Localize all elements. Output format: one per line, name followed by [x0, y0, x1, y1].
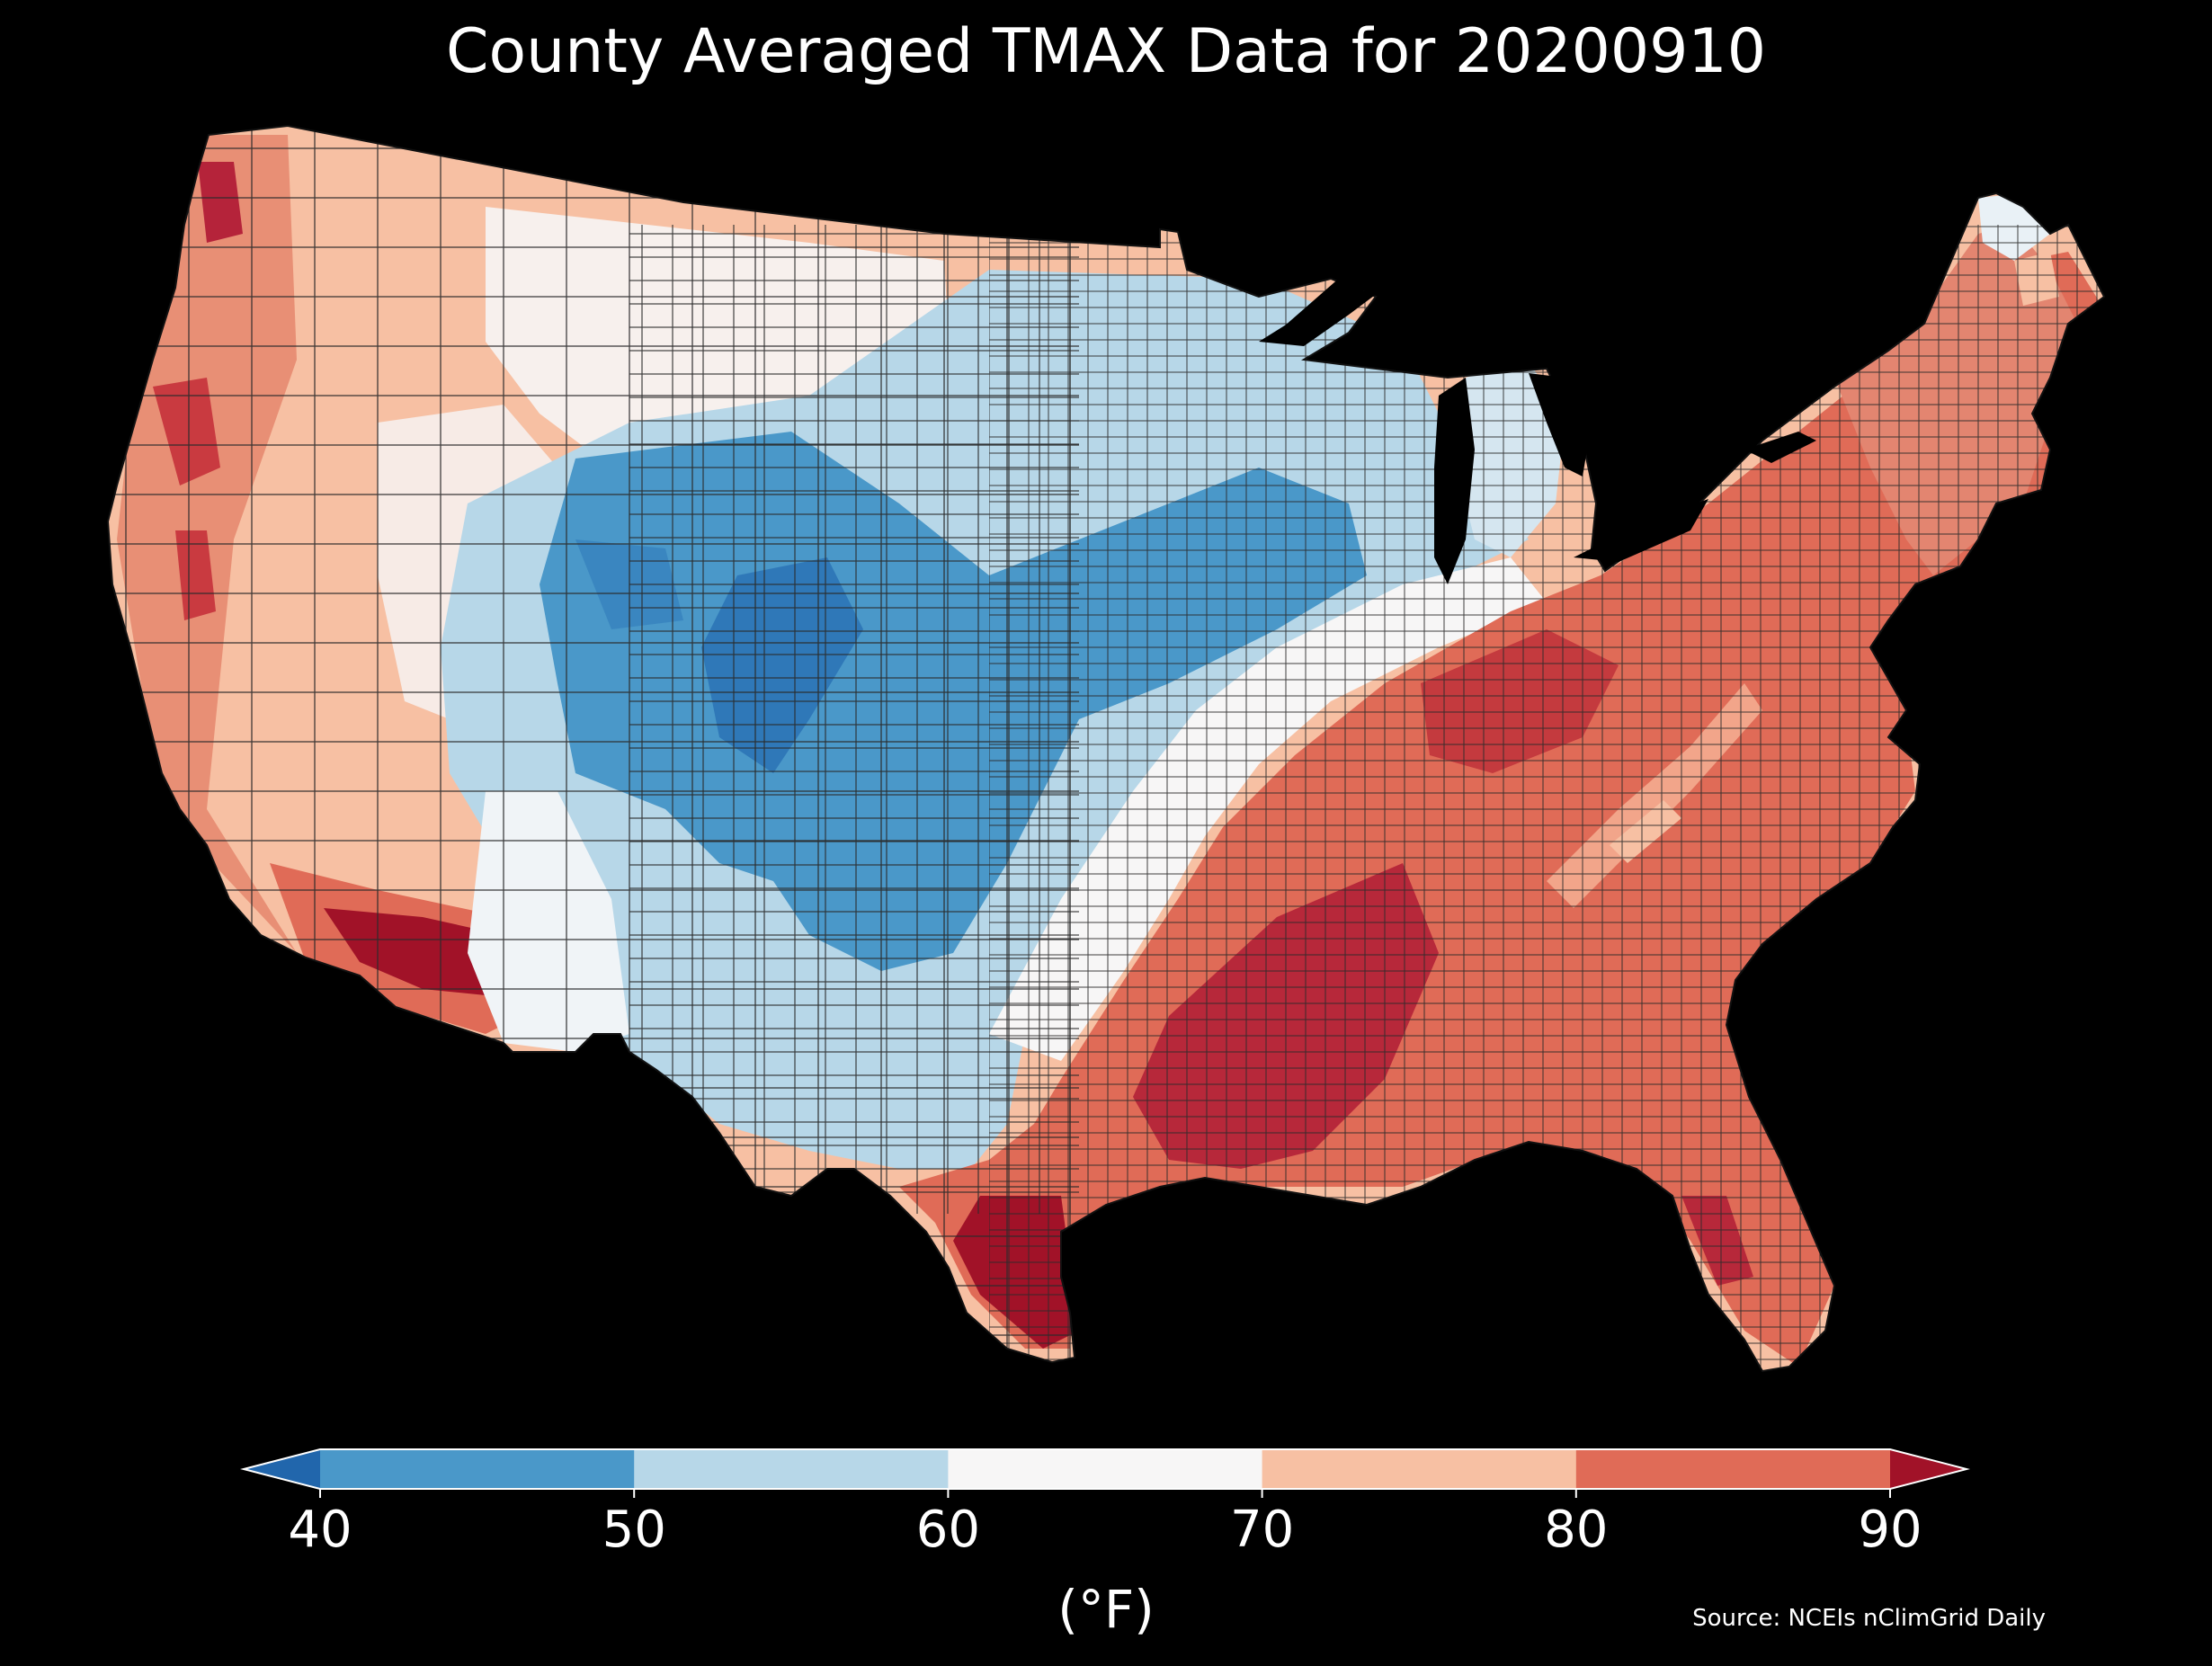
colorbar-over-arrow: [1890, 1449, 1967, 1489]
colorbar-tick-label: 90: [1858, 1501, 1922, 1559]
map-title: County Averaged TMAX Data for 20200910: [446, 16, 1766, 87]
lake-michigan: [1434, 378, 1475, 584]
lake-huron: [1529, 373, 1592, 477]
colorbar-segment: [1575, 1449, 1891, 1489]
colorbar-under-arrow: [244, 1449, 320, 1489]
colorbar-tick-label: 70: [1230, 1501, 1294, 1559]
colorbar-tick-label: 60: [916, 1501, 980, 1559]
source-label: Source: NCEIs nClimGrid Daily: [1692, 1605, 2046, 1632]
great-lakes: [1259, 270, 1816, 584]
colorbar-tick-label: 80: [1544, 1501, 1608, 1559]
colorbar-segment: [948, 1449, 1263, 1489]
lake-ontario: [1744, 432, 1816, 463]
colorbar-segment: [634, 1449, 949, 1489]
colorbar-tick-label: 40: [288, 1501, 352, 1559]
colorbar-unit-label: (°F): [1057, 1579, 1155, 1640]
colorbar-tick-label: 50: [602, 1501, 666, 1559]
colorbar-segment: [320, 1449, 635, 1489]
lake-erie: [1574, 499, 1708, 562]
colorbar-segment: [1262, 1449, 1577, 1489]
